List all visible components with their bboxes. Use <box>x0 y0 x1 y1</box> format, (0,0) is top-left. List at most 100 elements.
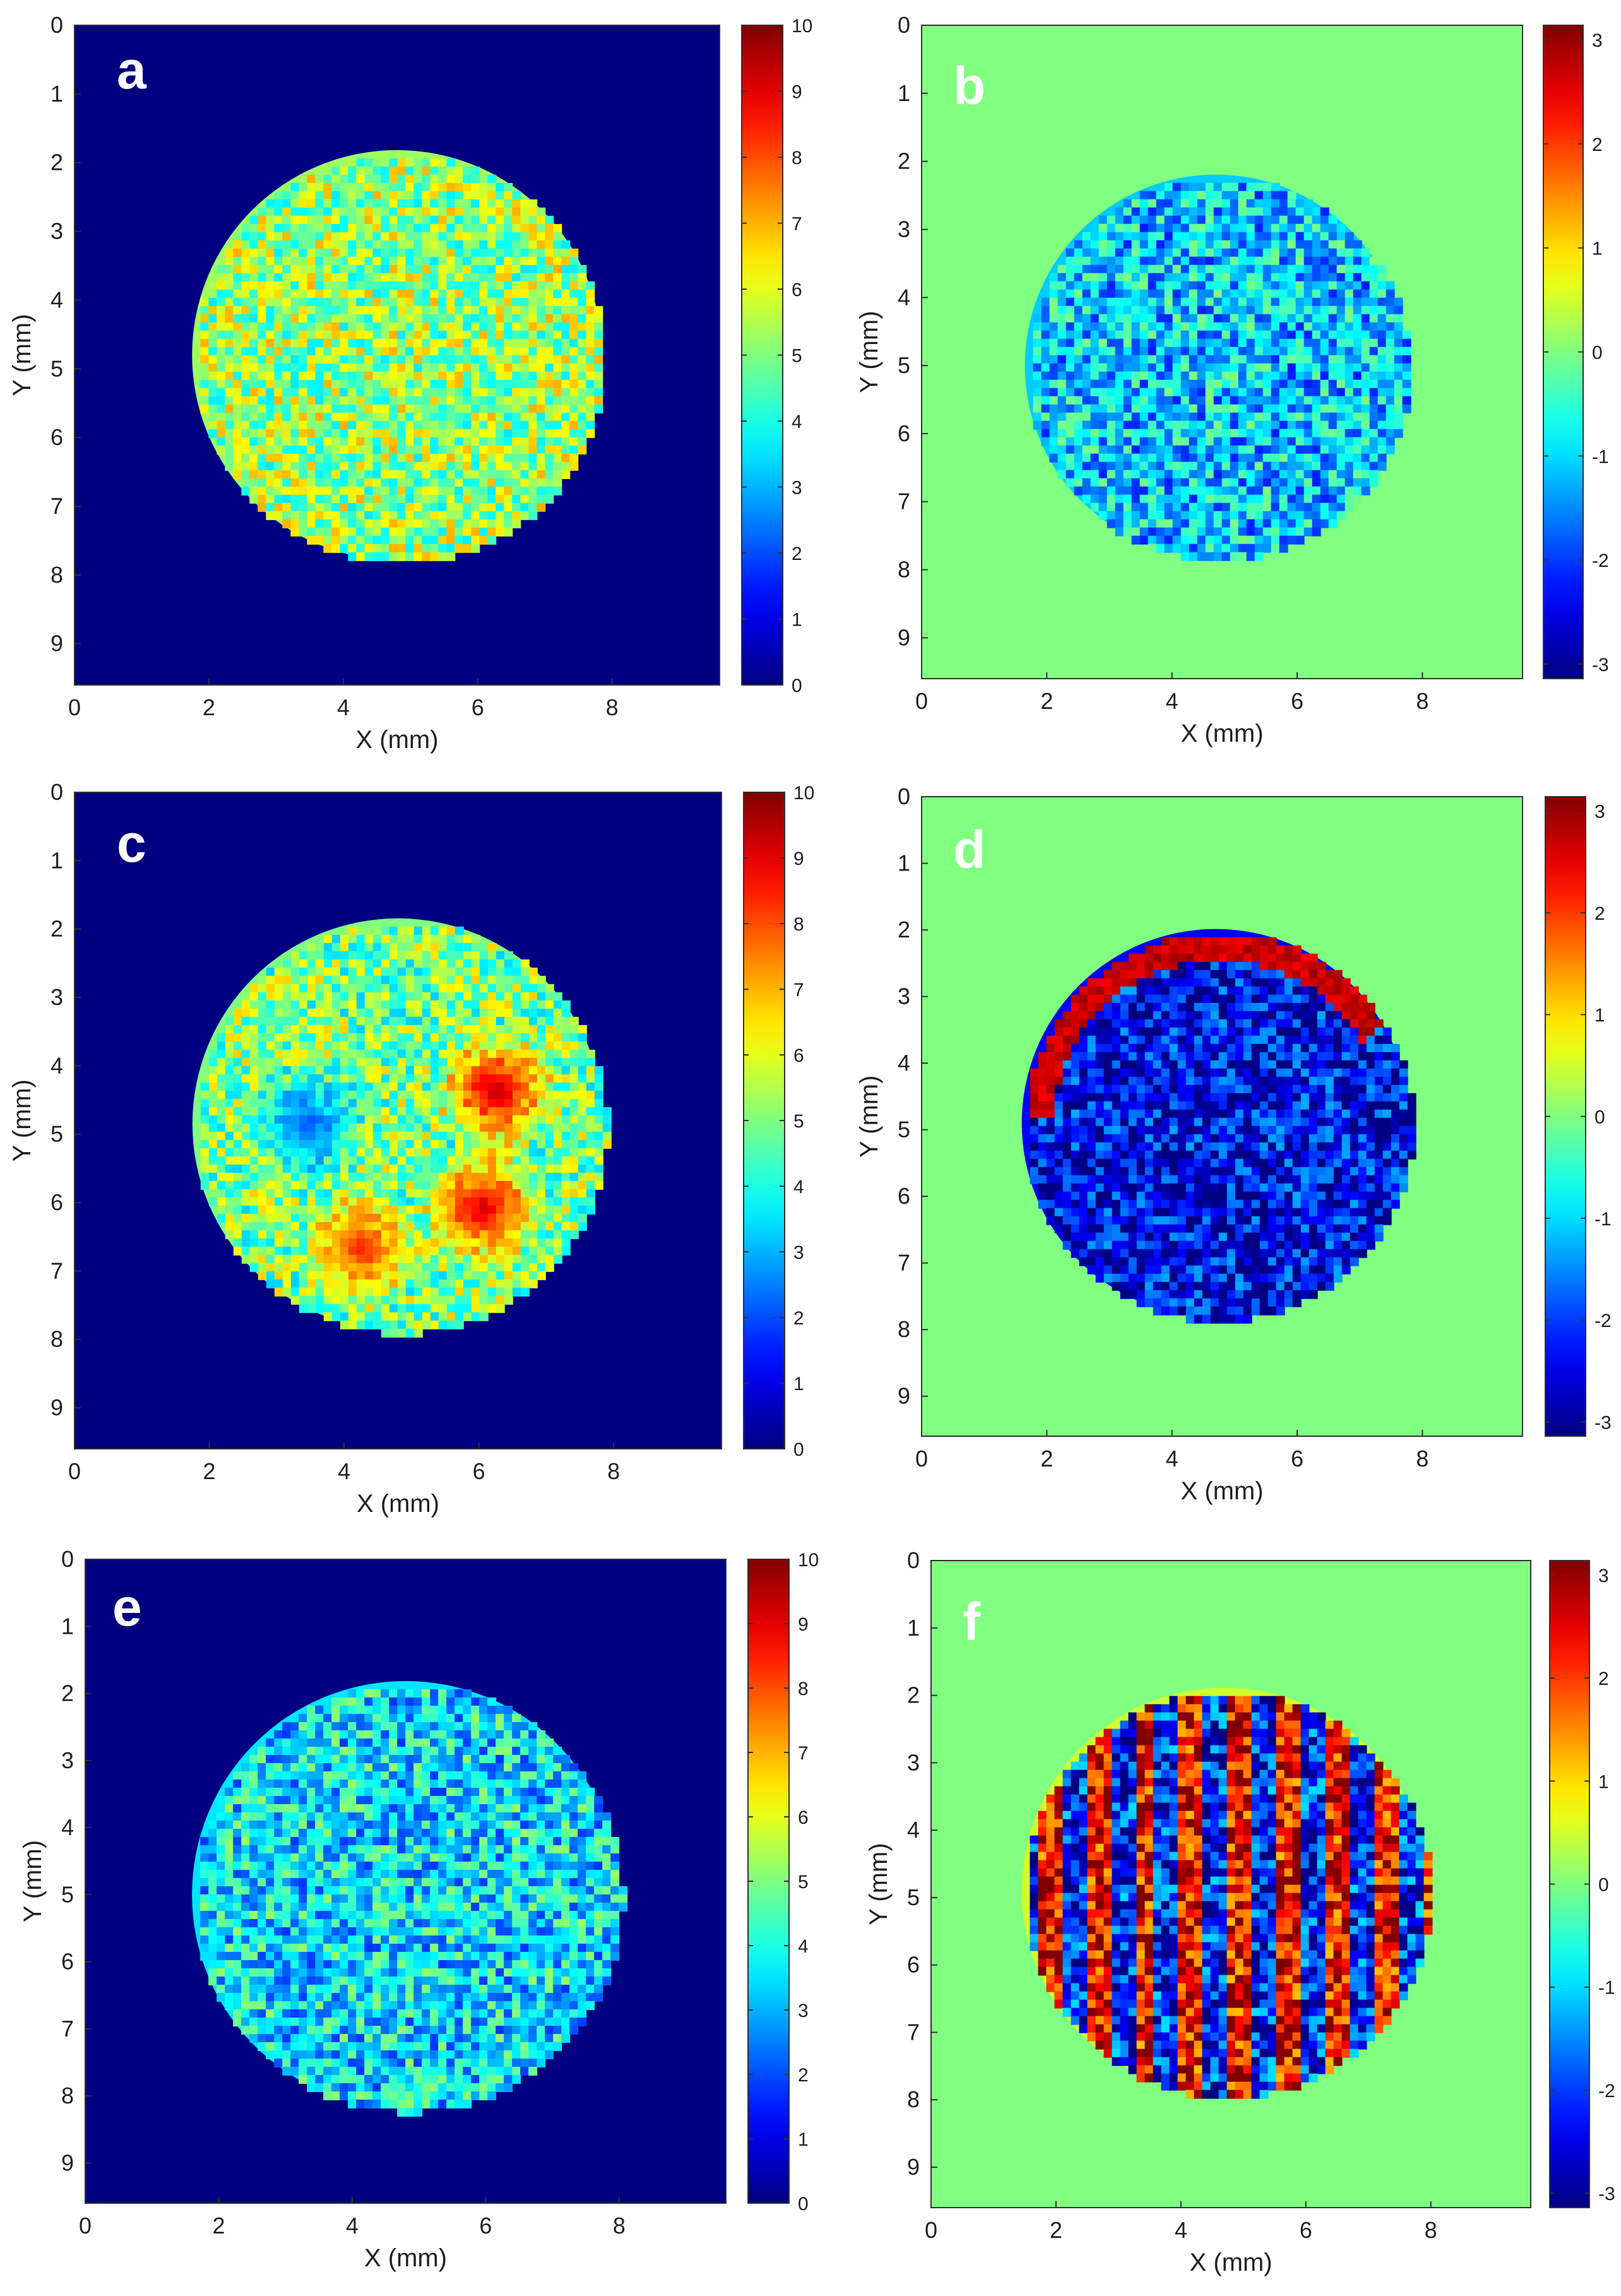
y-tick-label: 2 <box>907 1682 920 1708</box>
y-tick-label: 5 <box>50 1121 63 1147</box>
colorbar-tick-label: 2 <box>793 1308 804 1329</box>
x-tick-label: 0 <box>915 1446 928 1472</box>
colorbar-tick-label: 9 <box>793 848 804 869</box>
x-axis-label: X (mm) <box>1180 1477 1263 1505</box>
y-axis-label: Y (mm) <box>8 314 36 396</box>
y-tick-label: 0 <box>61 1546 74 1572</box>
y-tick-label: 6 <box>50 424 63 450</box>
y-tick-label: 7 <box>61 2016 74 2042</box>
y-axis-label: Y (mm) <box>855 311 883 393</box>
colorbar-tick-label: 8 <box>792 148 802 169</box>
y-tick-label: 9 <box>61 2150 74 2175</box>
colorbar-tick-label: -1 <box>1594 1209 1612 1230</box>
x-axis-label: X (mm) <box>357 1490 439 1518</box>
y-tick-label: 1 <box>50 847 63 873</box>
colorbar-tick-label: 1 <box>798 2129 809 2150</box>
panel-label: d <box>953 820 985 879</box>
colorbar-tick-label: 3 <box>793 1242 804 1263</box>
y-tick-label: 4 <box>61 1814 74 1840</box>
colorbar-tick-label: 0 <box>1592 343 1603 364</box>
plot-frame <box>74 792 722 1449</box>
colorbar-tick-label: 2 <box>792 544 802 564</box>
colorbar-tick-label: -3 <box>1598 2184 1615 2204</box>
panel-label: a <box>117 40 147 100</box>
y-tick-label: 3 <box>907 1749 920 1775</box>
colorbar-tick-label: 0 <box>798 2194 809 2215</box>
y-tick-label: 6 <box>898 1183 910 1209</box>
y-tick-label: 3 <box>61 1747 74 1773</box>
heatmap-disk <box>1021 929 1416 1324</box>
colorbar <box>1545 796 1586 1437</box>
colorbar-tick-label: 7 <box>798 1743 809 1764</box>
plot-frame <box>921 796 1523 1437</box>
y-tick-label: 7 <box>898 489 910 515</box>
y-tick-label: 8 <box>907 2086 920 2112</box>
y-tick-label: 2 <box>898 917 910 943</box>
colorbar-tick-label: 3 <box>792 478 802 499</box>
y-tick-label: 5 <box>898 352 910 378</box>
x-axis-label: X (mm) <box>355 726 438 754</box>
y-tick-label: 1 <box>898 850 910 876</box>
colorbar <box>747 1559 790 2204</box>
colorbar <box>1549 1560 1590 2208</box>
y-tick-label: 8 <box>898 557 910 583</box>
x-tick-label: 8 <box>613 2213 626 2239</box>
colorbar-tick-label: 9 <box>798 1614 809 1635</box>
y-tick-label: 1 <box>898 80 910 106</box>
colorbar-tick-label: 5 <box>792 346 802 367</box>
colorbar-tick-label: 0 <box>1594 1107 1605 1128</box>
y-tick-label: 9 <box>907 2154 920 2180</box>
y-tick-label: 8 <box>898 1316 910 1342</box>
x-tick-label: 2 <box>1050 2217 1062 2243</box>
y-tick-label: 1 <box>61 1613 74 1639</box>
colorbar-tick-label: 7 <box>793 980 804 1001</box>
y-tick-label: 7 <box>907 2019 920 2045</box>
y-tick-label: 6 <box>61 1949 74 1975</box>
colorbar-tick-label: 3 <box>798 2001 809 2021</box>
y-tick-label: 4 <box>50 1052 63 1078</box>
plot-frame <box>930 1560 1531 2208</box>
x-tick-label: 2 <box>1040 1446 1053 1472</box>
y-tick-label: 7 <box>50 1258 63 1283</box>
y-tick-label: 1 <box>907 1615 920 1641</box>
x-tick-label: 2 <box>203 1458 216 1484</box>
colorbar-tick-label: 0 <box>792 675 802 696</box>
colorbar-tick-label: -1 <box>1598 1978 1615 1999</box>
y-tick-label: 8 <box>50 1326 63 1352</box>
colorbar-tick-label: 1 <box>793 1374 804 1395</box>
panel-f: 0 2 4 6 8 0 1 2 3 4 5 6 7 8 9 X (mm) Y (mm) f 3 2 1 0 -1 -2 -3 <box>865 1547 1615 2276</box>
y-axis-label: Y (mm) <box>19 1840 47 1922</box>
colorbar-tick-label: -2 <box>1598 2081 1615 2102</box>
y-tick-label: 6 <box>898 420 910 446</box>
y-tick-label: 8 <box>61 2083 74 2109</box>
y-tick-label: 6 <box>907 1952 920 1978</box>
y-tick-label: 5 <box>61 1881 74 1907</box>
x-tick-label: 6 <box>1300 2217 1312 2243</box>
x-tick-label: 8 <box>1416 688 1428 714</box>
colorbar-tick-label: 1 <box>1592 239 1603 259</box>
colorbar-tick-label: 8 <box>798 1679 809 1699</box>
colorbar <box>1543 25 1584 679</box>
x-tick-label: 6 <box>1291 688 1303 714</box>
plot-frame <box>74 25 720 686</box>
x-axis-label: X (mm) <box>1180 720 1263 747</box>
colorbar-tick-label: -1 <box>1592 446 1609 467</box>
x-tick-label: 8 <box>606 694 619 720</box>
heatmap-disk <box>1024 174 1411 561</box>
plot-frame <box>921 25 1523 679</box>
y-tick-label: 5 <box>907 1884 920 1910</box>
colorbar-tick-label: 6 <box>792 280 802 300</box>
panel-label: e <box>112 1578 142 1637</box>
colorbar-tick-label: 9 <box>792 82 802 103</box>
y-tick-label: 6 <box>50 1189 63 1215</box>
colorbar-tick-label: 2 <box>1598 1668 1609 1689</box>
x-axis-label: X (mm) <box>364 2244 447 2272</box>
x-tick-label: 6 <box>1291 1446 1303 1472</box>
y-axis-label: Y (mm) <box>855 1075 883 1157</box>
y-tick-label: 0 <box>898 12 910 38</box>
y-tick-label: 4 <box>898 1050 910 1076</box>
colorbar-tick-label: 1 <box>1598 1771 1609 1792</box>
y-tick-label: 9 <box>50 631 63 657</box>
colorbar-tick-label: 5 <box>798 1872 809 1893</box>
